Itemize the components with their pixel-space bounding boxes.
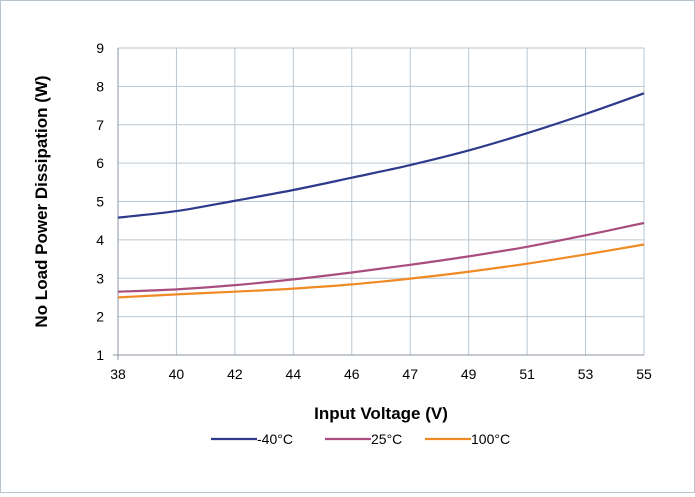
y-tick-label: 7 [96,117,104,133]
y-tick-label: 5 [96,194,104,210]
y-tick-label: 3 [96,270,104,286]
x-tick-label: 51 [519,366,535,382]
grid [113,47,645,360]
series-line [117,243,645,299]
legend-label: 100°C [471,431,510,447]
x-tick-label: 47 [402,366,418,382]
series-line [117,92,645,219]
x-tick-labels: 38 40 42 44 46 47 49 51 53 55 [110,366,652,382]
x-tick-label: 53 [578,366,594,382]
x-tick-label: 46 [344,366,360,382]
series-lines [117,92,645,299]
legend: -40°C 25°C 100°C [211,431,510,447]
x-axis-label: Input Voltage (V) [314,404,448,423]
series-line [117,221,645,293]
y-tick-labels: 1 2 3 4 5 6 7 8 9 [96,40,104,363]
x-tick-label: 44 [286,366,302,382]
y-tick-label: 2 [96,309,104,325]
y-tick-label: 4 [96,232,104,248]
y-axis-label: No Load Power Dissipation (W) [32,75,51,327]
legend-label: 25°C [371,431,402,447]
legend-label: -40°C [257,431,293,447]
y-tick-label: 8 [96,78,104,94]
x-tick-label: 55 [636,366,652,382]
y-tick-label: 6 [96,155,104,171]
y-tick-label: 1 [96,347,104,363]
y-tick-label: 9 [96,40,104,56]
x-tick-label: 38 [110,366,126,382]
x-tick-label: 42 [227,366,243,382]
x-tick-label: 49 [461,366,477,382]
x-tick-label: 40 [169,366,185,382]
